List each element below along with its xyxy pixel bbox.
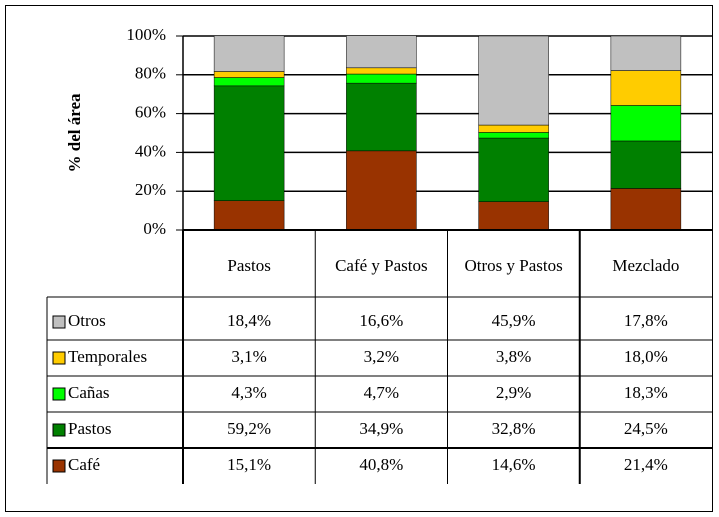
table-value: 3,2% bbox=[364, 347, 399, 366]
bar-segment bbox=[213, 200, 285, 231]
legend-label: Cañas bbox=[68, 383, 110, 402]
y-tick-label: 100% bbox=[126, 25, 166, 44]
bar-segment bbox=[610, 70, 682, 106]
table-value: 4,3% bbox=[231, 383, 266, 402]
table-value: 34,9% bbox=[359, 419, 403, 438]
category-label: Mezclado bbox=[612, 256, 679, 275]
table-value: 16,6% bbox=[359, 311, 403, 330]
bar-segment bbox=[610, 105, 682, 142]
y-tick-label: 40% bbox=[135, 141, 166, 160]
table-value: 21,4% bbox=[624, 455, 668, 474]
legend-key bbox=[52, 423, 66, 437]
legend-key bbox=[52, 351, 66, 365]
legend-label: Café bbox=[68, 455, 100, 474]
table-value: 17,8% bbox=[624, 311, 668, 330]
bar-segment bbox=[610, 140, 682, 189]
bar-segment bbox=[213, 71, 285, 78]
bar-segment bbox=[346, 35, 417, 69]
table-value: 24,5% bbox=[624, 419, 668, 438]
legend-label: Otros bbox=[68, 311, 106, 330]
bar-segment bbox=[478, 35, 549, 126]
bar-segment bbox=[213, 77, 285, 87]
bar-segment bbox=[213, 85, 285, 201]
legend-key bbox=[52, 315, 66, 329]
category-label: Otros y Pastos bbox=[465, 256, 563, 275]
bar-segment bbox=[478, 137, 549, 202]
legend-label: Temporales bbox=[68, 347, 147, 366]
bar-segment bbox=[610, 188, 682, 231]
table-value: 45,9% bbox=[492, 311, 536, 330]
table-value: 32,8% bbox=[492, 419, 536, 438]
bar-segment bbox=[478, 132, 549, 139]
bar-segment bbox=[346, 67, 417, 75]
table-value: 18,0% bbox=[624, 347, 668, 366]
table-value: 3,8% bbox=[496, 347, 531, 366]
table-value: 40,8% bbox=[359, 455, 403, 474]
y-tick-label: 80% bbox=[135, 64, 166, 83]
y-tick-label: 20% bbox=[135, 180, 166, 199]
legend-key bbox=[52, 387, 66, 401]
table-value: 2,9% bbox=[496, 383, 531, 402]
table-value: 18,4% bbox=[227, 311, 271, 330]
table-value: 15,1% bbox=[227, 455, 271, 474]
bar-segment bbox=[346, 150, 417, 231]
y-tick-label: 0% bbox=[143, 219, 166, 238]
table-value: 4,7% bbox=[364, 383, 399, 402]
table-value: 18,3% bbox=[624, 383, 668, 402]
y-tick-label: 60% bbox=[135, 103, 166, 122]
bar-segment bbox=[478, 124, 549, 133]
bar-segment bbox=[346, 82, 417, 152]
category-label: Pastos bbox=[227, 256, 270, 275]
legend-key bbox=[52, 459, 66, 473]
bar-segment bbox=[213, 35, 285, 72]
table-value: 14,6% bbox=[492, 455, 536, 474]
bar-segment bbox=[610, 35, 682, 71]
y-axis-label: % del área bbox=[65, 93, 84, 173]
legend-label: Pastos bbox=[68, 419, 111, 438]
table-value: 3,1% bbox=[231, 347, 266, 366]
bar-segment bbox=[478, 201, 549, 231]
table-value: 59,2% bbox=[227, 419, 271, 438]
category-label: Café y Pastos bbox=[335, 256, 428, 275]
bar-segment bbox=[346, 73, 417, 84]
